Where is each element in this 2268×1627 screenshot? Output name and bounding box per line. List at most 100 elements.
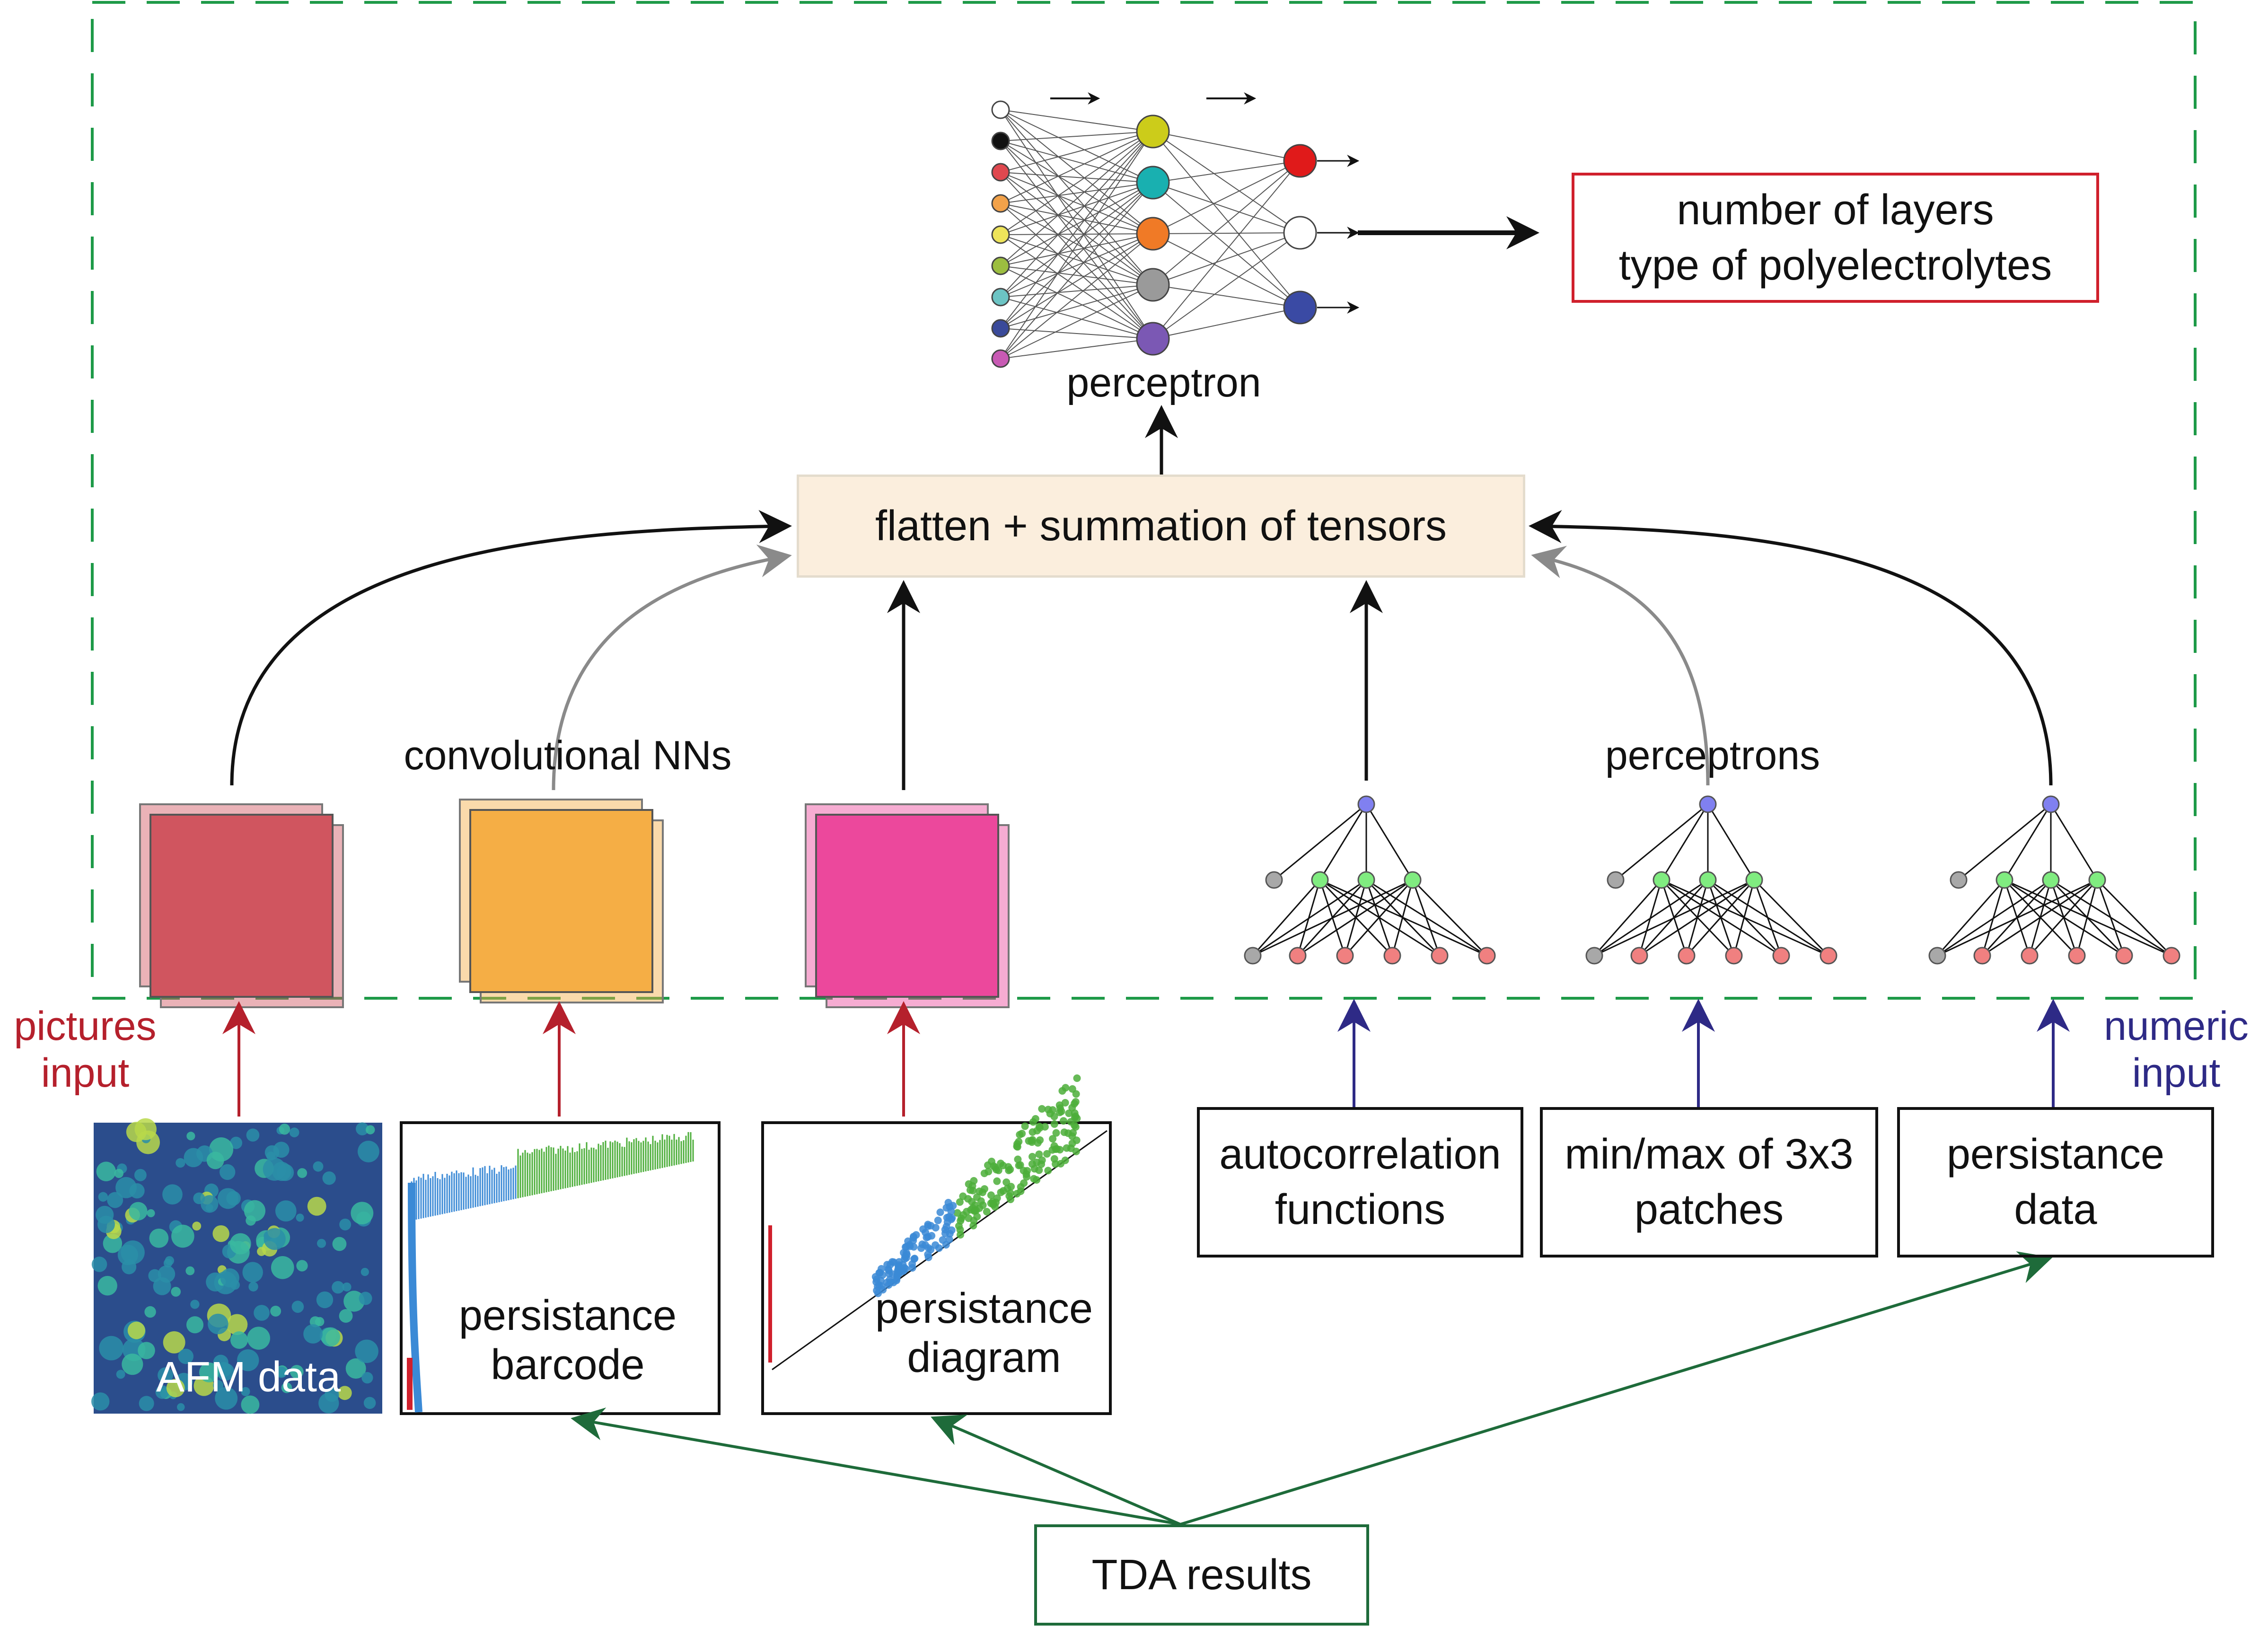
diagram-point (904, 1237, 912, 1245)
afm-blob (271, 1256, 294, 1279)
small-perceptron-2-edge (1661, 804, 1709, 880)
small-perceptron-1-hidden-node (1404, 871, 1422, 889)
diagram-point (908, 1260, 916, 1268)
flatten-box: flatten + summation of tensors (797, 475, 1525, 578)
afm-blob (248, 1282, 258, 1292)
autocorrelation-line1: autocorrelation (1219, 1131, 1501, 1178)
afm-data-label: AFM data (156, 1354, 341, 1401)
afm-blob (230, 1331, 248, 1349)
tda-results-box: TDA results (1034, 1524, 1369, 1626)
small-perceptron-1-input-node (1336, 947, 1354, 965)
diagram-point (989, 1201, 997, 1209)
diagram-point (928, 1232, 936, 1240)
perceptron-edge (1000, 233, 1153, 359)
perceptron-edge (1152, 284, 1301, 308)
diagram-point (1068, 1085, 1076, 1093)
small-perceptron-3-hidden-node (2088, 871, 2106, 889)
perceptron-output-node (1283, 216, 1317, 250)
output-line-layers: number of layers (1677, 186, 1994, 234)
diagram-point (878, 1282, 886, 1290)
perceptron-edge (1152, 160, 1301, 285)
small-perceptron-1-edge (1252, 879, 1367, 957)
afm-blob (359, 1292, 372, 1305)
small-perceptron-2-edge (1594, 879, 1755, 957)
small-perceptron-1-edge (1412, 879, 1488, 957)
afm-blob (134, 1169, 147, 1181)
diagram-point (970, 1207, 978, 1215)
autocorrelation-box: autocorrelation functions (1197, 1107, 1523, 1258)
diagram-point (935, 1244, 943, 1252)
afm-blob (254, 1305, 270, 1321)
diagram-point (936, 1208, 944, 1216)
small-perceptron-3-bias-node (1950, 871, 1968, 889)
afm-blob (332, 1237, 347, 1251)
small-perceptron-3-input-node (2115, 947, 2133, 965)
afm-blob (247, 1327, 270, 1350)
small-perceptron-3-edge (1937, 879, 2051, 957)
afm-blob (114, 1169, 123, 1178)
small-perceptron-3-edge (1982, 879, 2098, 957)
afm-blob (229, 1136, 243, 1149)
afm-blob (307, 1196, 326, 1216)
afm-blob (177, 1403, 185, 1411)
diagram-point (1037, 1160, 1046, 1168)
output-line-type: type of polyelectrolytes (1618, 241, 2052, 289)
diagram-point (1035, 1150, 1043, 1158)
perceptron-edge (1000, 233, 1153, 329)
diagram-point (983, 1208, 991, 1216)
afm-blob (116, 1370, 125, 1379)
perceptron-edge (1000, 182, 1153, 298)
small-perceptron-1-input-node (1383, 947, 1401, 965)
afm-blob (149, 1228, 169, 1248)
afm-blob (217, 1188, 239, 1209)
afm-blob (226, 1314, 248, 1335)
barcode-label: persistance barcode (397, 1292, 738, 1390)
diagram-point (1050, 1155, 1058, 1163)
small-perceptron-3-input-node (2068, 947, 2086, 965)
small-perceptron-2-edge (1733, 879, 1755, 956)
afm-blob (91, 1257, 107, 1272)
perceptron-hidden-node (1136, 217, 1170, 251)
diagram-point (941, 1225, 949, 1233)
afm-blob (321, 1327, 340, 1347)
diagram-point (1020, 1167, 1028, 1175)
diagram-point (944, 1199, 952, 1207)
diagram-point (884, 1265, 892, 1273)
diagram-point (874, 1289, 882, 1297)
pictures-line2: input (41, 1050, 130, 1096)
perceptron-edge (1000, 109, 1153, 234)
small-perceptron-3-top-node (2042, 795, 2060, 813)
output-box: number of layers type of polyelectrolyte… (1572, 173, 2099, 303)
small-perceptron-1-input-node (1289, 947, 1307, 965)
afm-blob (122, 1354, 143, 1375)
tda-to-diagram-arrow (931, 1415, 1181, 1526)
small-perceptron-1-hidden-node (1311, 871, 1329, 889)
perceptron-hidden-node (1136, 166, 1170, 200)
afm-blob (213, 1380, 224, 1391)
perceptron-edge (1000, 182, 1153, 359)
small-perceptron-1-edge (1391, 879, 1414, 956)
small-perceptron-1-edge (1344, 879, 1414, 956)
afm-blob (279, 1124, 290, 1135)
afm-blob (343, 1291, 365, 1312)
small-perceptron-2-input-node (1678, 947, 1696, 965)
diagram-point (1029, 1152, 1037, 1161)
afm-blob (220, 1164, 236, 1180)
perceptron-curve-arrow (1529, 510, 2053, 786)
diagram-point (924, 1253, 932, 1261)
perceptron-edge (1152, 160, 1301, 339)
perceptron-edge (1000, 338, 1153, 359)
small-perceptron-1-top-node (1357, 795, 1375, 813)
afm-blob (147, 1209, 155, 1217)
perceptron-label: perceptron (1066, 360, 1261, 405)
diagram-point (1060, 1128, 1068, 1136)
afm-blob (201, 1195, 219, 1213)
perceptron-input-node (991, 225, 1010, 244)
afm-blob (153, 1277, 171, 1295)
diagram-point (1023, 1173, 1031, 1181)
afm-blob (237, 1349, 259, 1372)
perceptron-output-node (1283, 290, 1317, 325)
diagram-line1: persistance (875, 1285, 1093, 1332)
diagram-point (1043, 1150, 1051, 1158)
